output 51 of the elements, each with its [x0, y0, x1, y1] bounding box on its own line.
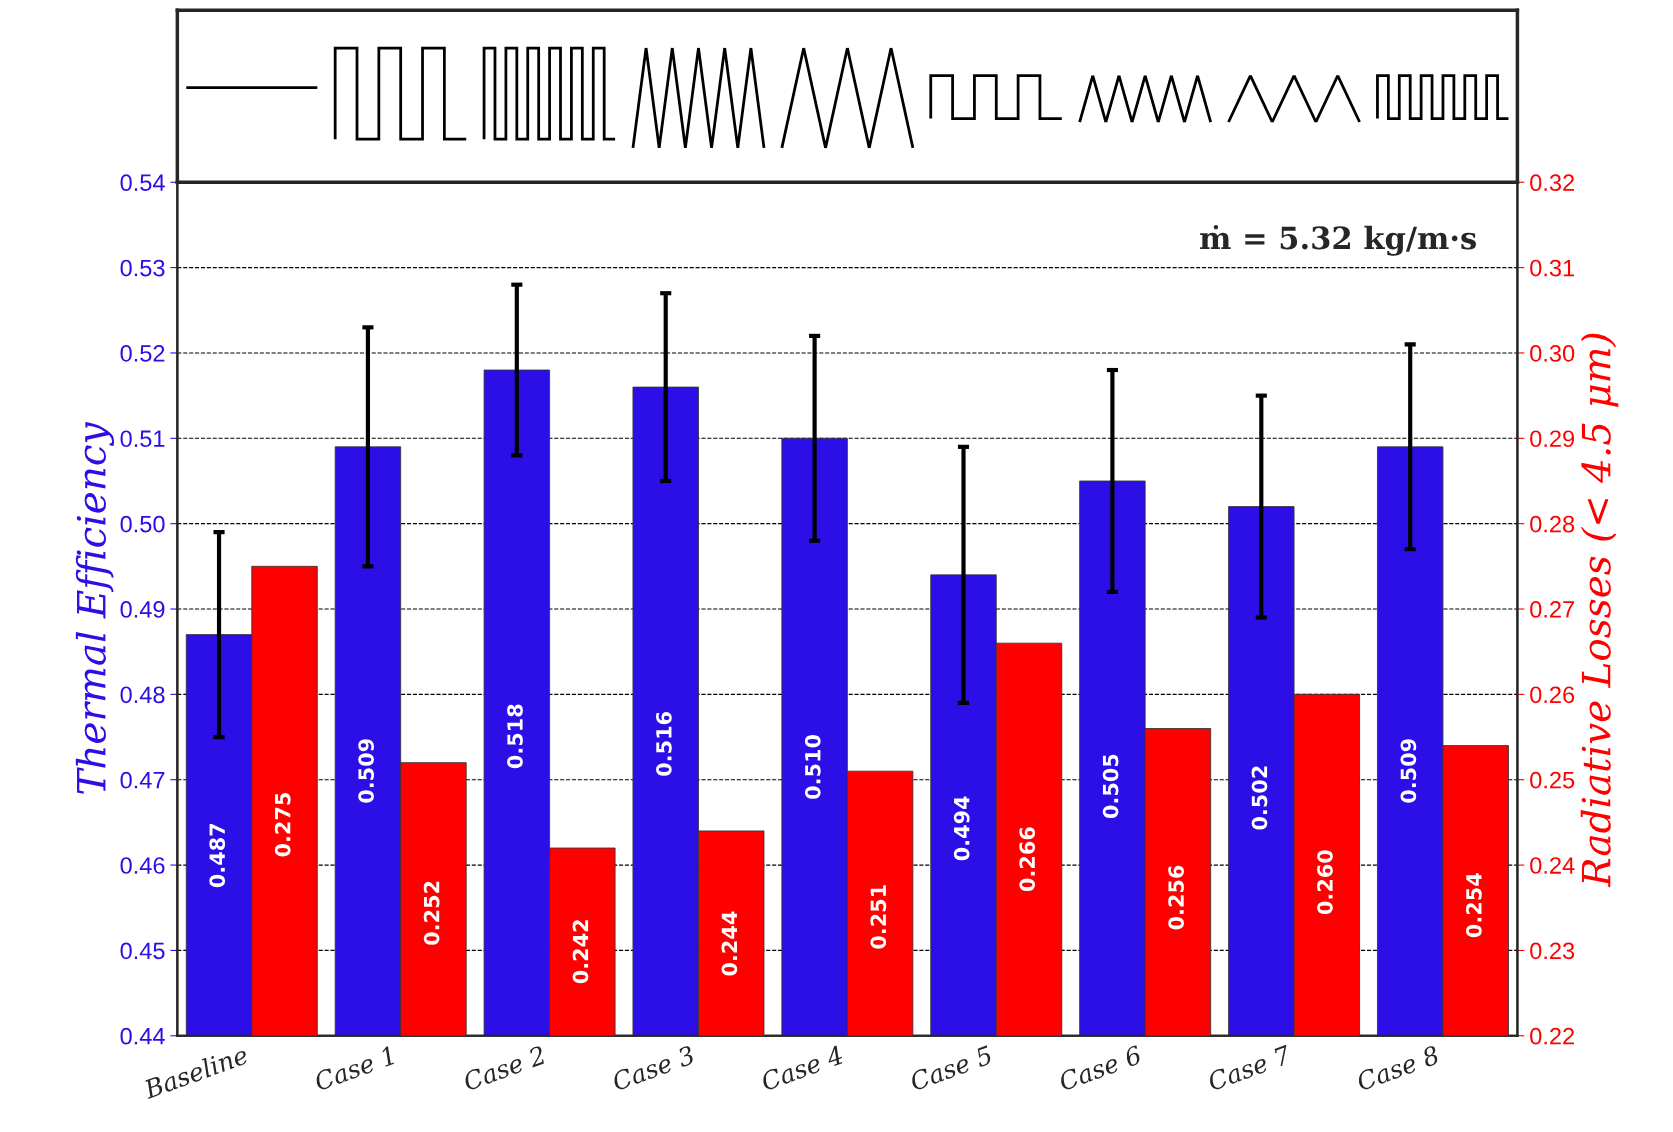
x-tick-label: Case 8 — [1355, 1044, 1441, 1092]
y2-tick-label: 0.25 — [1530, 771, 1575, 789]
data-label: 0.252 — [423, 881, 440, 945]
data-label: 0.275 — [274, 793, 291, 857]
data-label: 0.509 — [1400, 739, 1417, 803]
y-axis-title: Thermal Efficiency — [75, 422, 115, 794]
y2-tick-label: 0.28 — [1530, 515, 1575, 533]
x-tick-label: Case 5 — [908, 1045, 994, 1092]
y2-tick-label: 0.27 — [1530, 601, 1574, 618]
data-label: 0.256 — [1168, 865, 1184, 930]
data-label: 0.494 — [953, 796, 970, 861]
y2-tick-label: 0.26 — [1530, 686, 1575, 704]
x-tick-label: Case 1 — [313, 1046, 395, 1092]
x-tick-label: Case 7 — [1206, 1044, 1293, 1092]
data-label: 0.244 — [721, 911, 738, 976]
y2-tick-label: 0.31 — [1530, 259, 1575, 277]
data-label: 0.251 — [870, 885, 887, 949]
data-label: 0.516 — [656, 712, 672, 776]
y-tick-label: 0.50 — [120, 515, 165, 533]
data-label: 0.509 — [358, 739, 374, 803]
y-tick-label: 0.54 — [120, 174, 165, 192]
y-tick-label: 0.51 — [120, 430, 165, 448]
data-label: 0.502 — [1251, 766, 1268, 830]
y-tick-label: 0.44 — [120, 1027, 165, 1045]
y-tick-label: 0.53 — [120, 259, 165, 277]
x-tick-label: Case 3 — [611, 1045, 696, 1092]
y2-tick-label: 0.22 — [1530, 1027, 1574, 1045]
annotation: ṁ = 5.32 kg/m·s — [1200, 224, 1476, 256]
x-tick-label: Case 6 — [1057, 1044, 1143, 1092]
y-tick-label: 0.45 — [120, 942, 165, 960]
x-tick-label: Case 4 — [759, 1045, 844, 1092]
y2-tick-label: 0.23 — [1530, 942, 1575, 960]
y-tick-label: 0.47 — [120, 771, 165, 789]
data-label: 0.487 — [209, 823, 226, 888]
y2-tick-label: 0.30 — [1530, 345, 1575, 362]
y-tick-label: 0.46 — [120, 857, 165, 874]
data-label: 0.266 — [1019, 827, 1036, 892]
data-label: 0.254 — [1466, 873, 1482, 938]
data-label: 0.260 — [1317, 850, 1333, 915]
y2-axis-title: Radiative Losses (< 4.5 μm) — [1580, 333, 1619, 888]
data-label: 0.518 — [507, 704, 523, 769]
x-tick-label: Case 2 — [462, 1045, 547, 1092]
data-label: 0.510 — [804, 734, 821, 799]
y2-tick-label: 0.32 — [1530, 174, 1574, 192]
y2-tick-label: 0.24 — [1530, 857, 1575, 874]
y2-tick-label: 0.29 — [1530, 430, 1575, 448]
data-label: 0.242 — [572, 920, 589, 984]
y-tick-label: 0.48 — [120, 686, 165, 704]
y-tick-label: 0.52 — [120, 345, 165, 362]
y-tick-label: 0.49 — [120, 601, 165, 618]
data-label: 0.505 — [1102, 754, 1119, 819]
